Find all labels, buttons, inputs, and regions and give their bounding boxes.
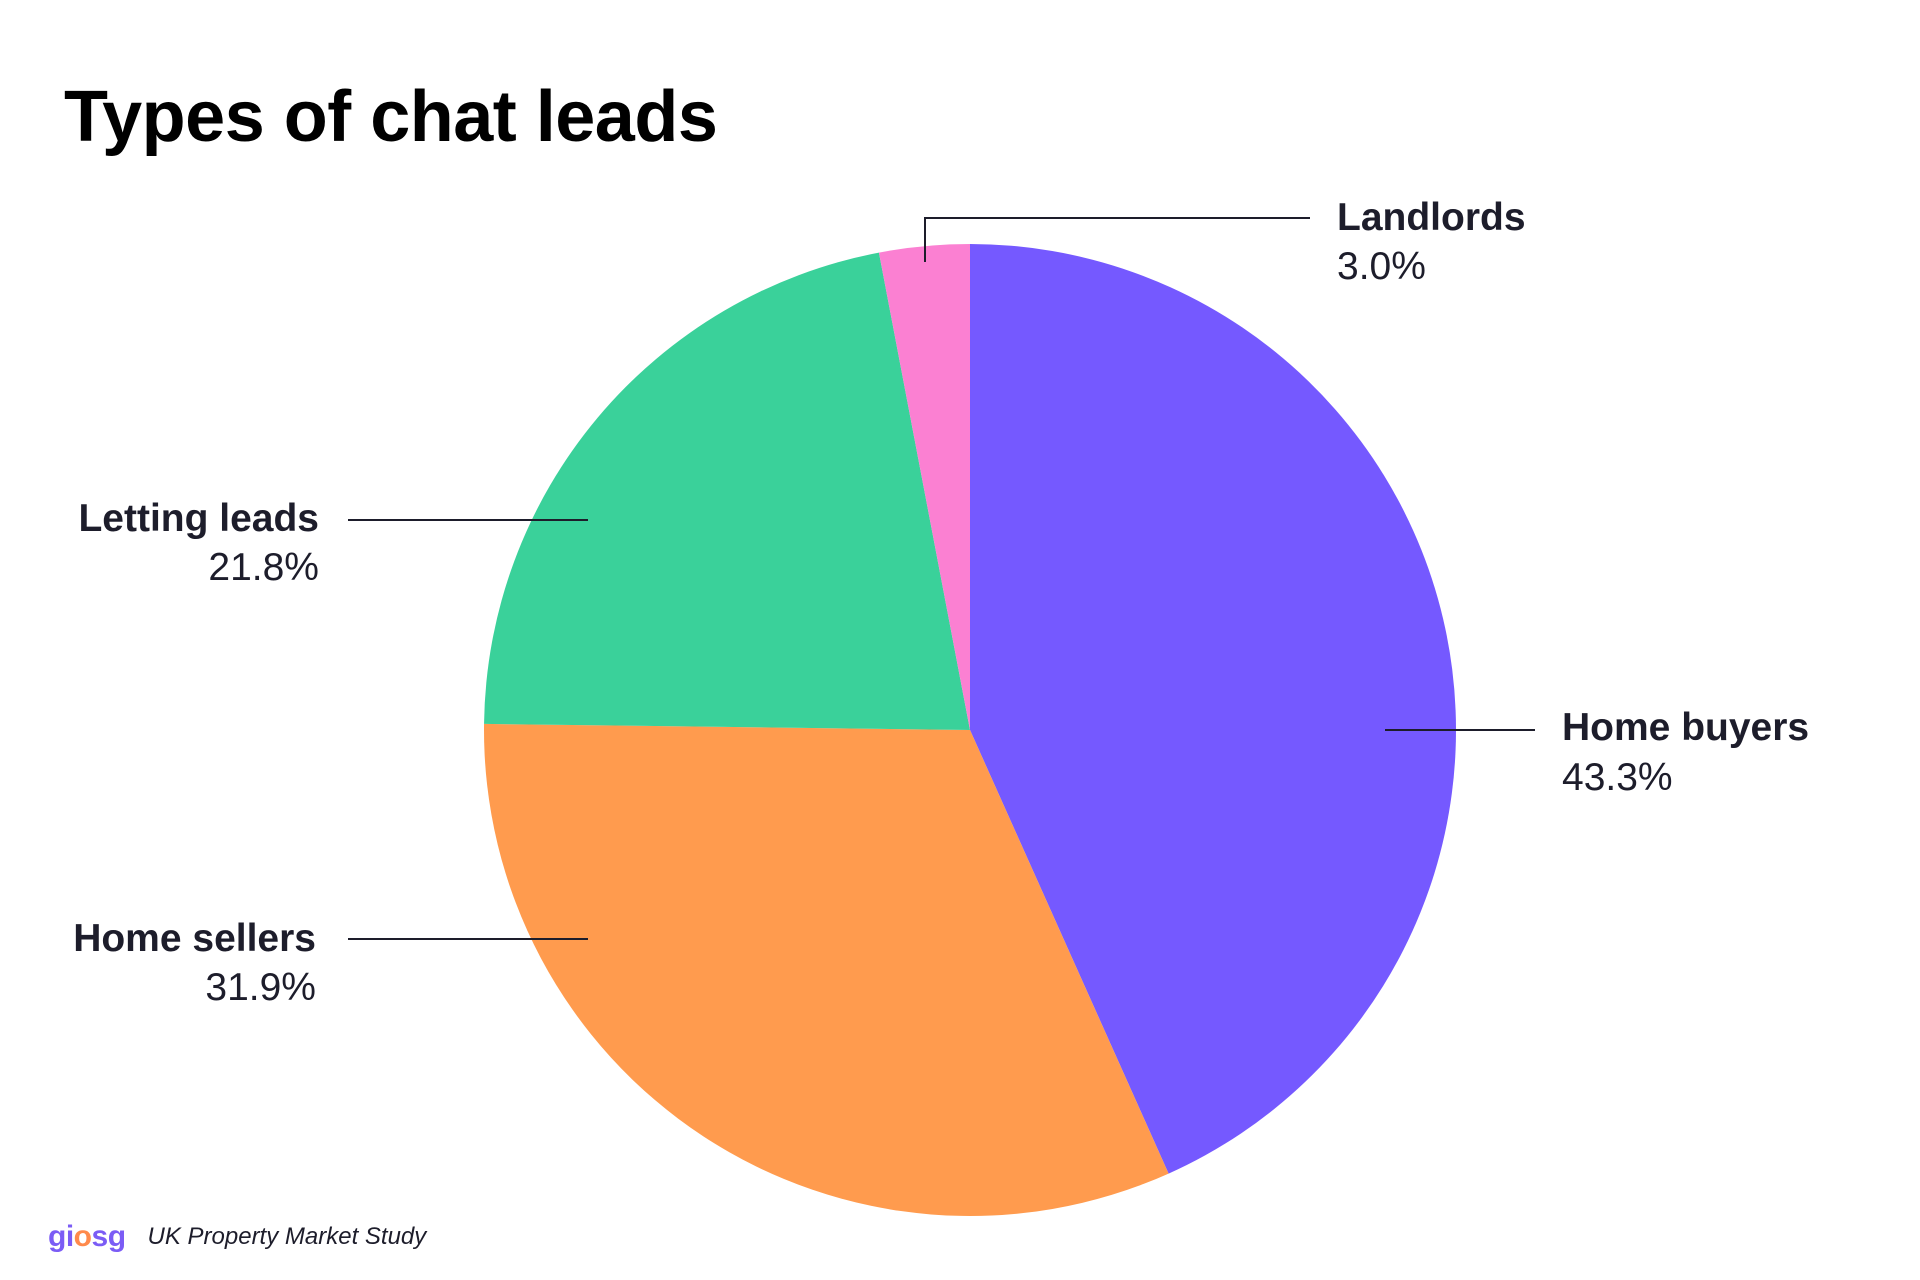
- footer-caption: UK Property Market Study: [147, 1223, 427, 1250]
- slice-label-home-buyers: Home buyers: [1562, 706, 1809, 749]
- giosg-logo: giosg: [48, 1220, 126, 1253]
- leader-line-landlords: [924, 217, 1310, 262]
- leader-lines: [348, 217, 1535, 940]
- chart-title: Types of chat leads: [64, 77, 718, 157]
- pie-slice-letting-leads: [484, 252, 970, 730]
- pie-slices: [483, 244, 1456, 1216]
- pie-slice-home-buyers: [970, 244, 1456, 1174]
- slice-value-home-sellers: 31.9%: [205, 966, 316, 1009]
- slice-label-landlords: Landlords: [1337, 196, 1526, 239]
- slice-value-home-buyers: 43.3%: [1562, 756, 1673, 799]
- slice-label-letting-leads: Letting leads: [78, 497, 319, 540]
- pie-slice-home-sellers: [483, 723, 1169, 1216]
- slice-value-landlords: 3.0%: [1337, 245, 1426, 288]
- pie-slice-landlords: [878, 244, 970, 730]
- slice-value-letting-leads: 21.8%: [208, 546, 319, 589]
- footer: giosg UK Property Market Study: [48, 1222, 426, 1252]
- slice-label-home-sellers: Home sellers: [73, 917, 316, 960]
- slice-labels: Home buyers 43.3% Home sellers 31.9% Letting…: [73, 196, 1809, 1009]
